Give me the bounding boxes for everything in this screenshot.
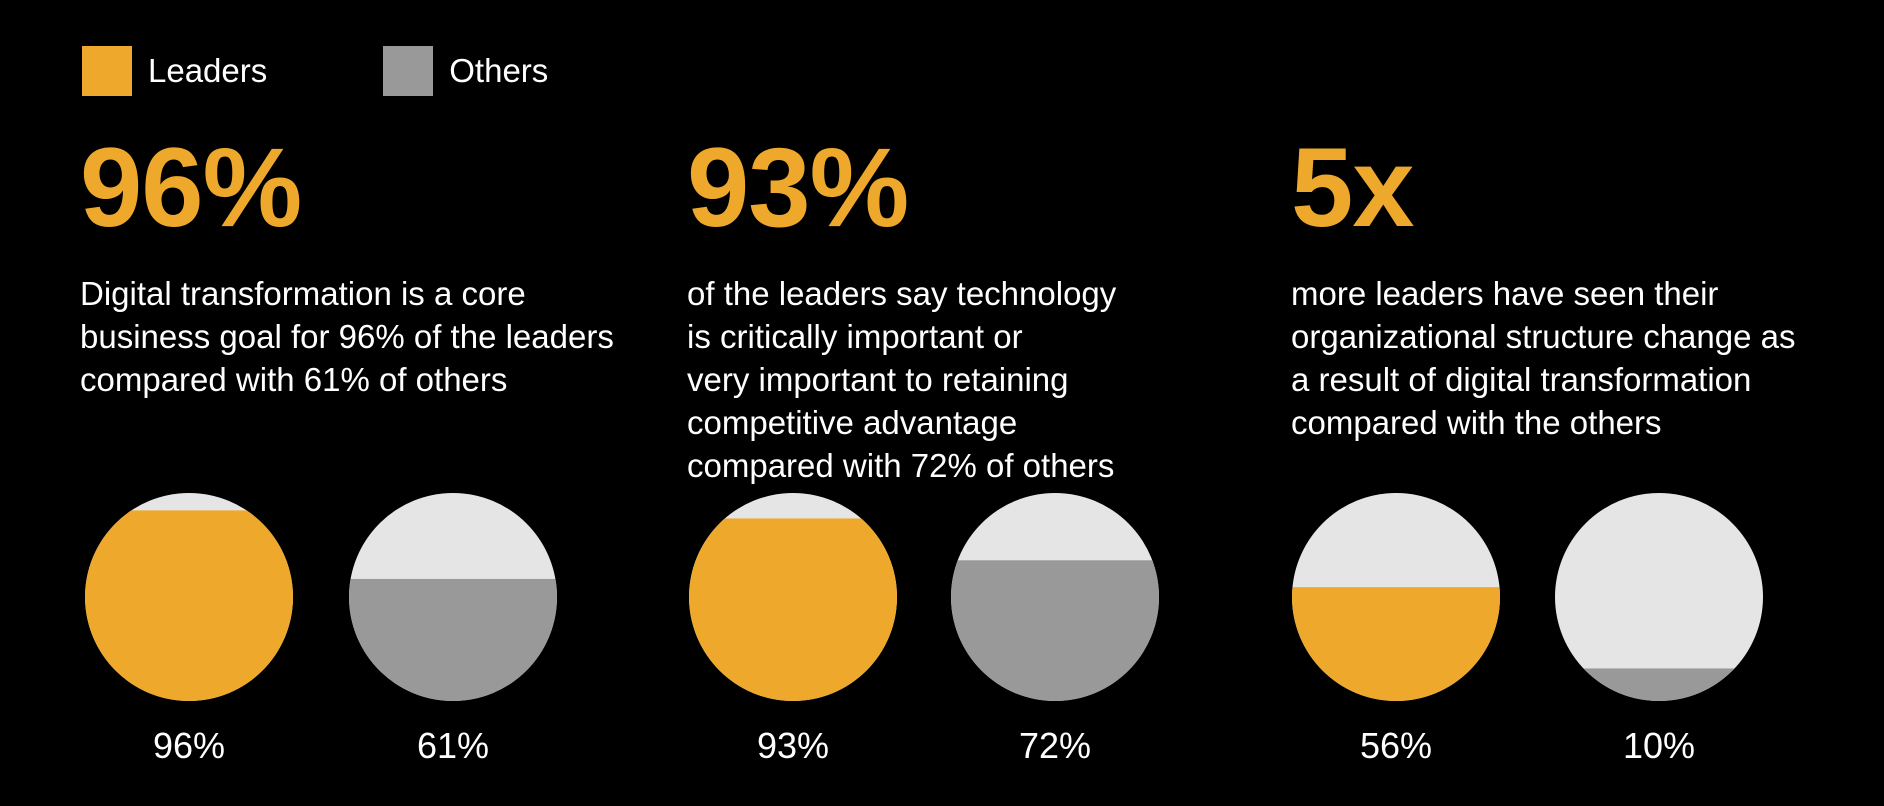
circle-value-label: 56% xyxy=(1359,725,1433,766)
stat-line: compared with the others xyxy=(1291,404,1662,441)
stat-line: more leaders have seen their xyxy=(1291,275,1719,312)
circle-fill-others xyxy=(349,578,557,701)
stat-line: business goal for 96% of the leaders xyxy=(80,318,614,355)
stat-line: compared with 72% of others xyxy=(687,447,1115,484)
circle-leaders-3 xyxy=(688,492,898,702)
circle-others-4 xyxy=(950,492,1160,702)
circle-others-6 xyxy=(1554,492,1764,702)
legend: Leaders Others xyxy=(82,46,664,96)
circle-others-2 xyxy=(348,492,558,702)
circle-leaders-5 xyxy=(1291,492,1501,702)
stat-line: of the leaders say technology xyxy=(687,275,1117,312)
legend-label-leaders: Leaders xyxy=(148,52,268,89)
stat-headline: 96% xyxy=(80,125,302,250)
circle-value-label: 93% xyxy=(756,725,830,766)
stat-line: Digital transformation is a core xyxy=(80,275,526,312)
stat-line: organizational structure change as xyxy=(1291,318,1796,355)
circle-fill-leaders xyxy=(689,518,897,701)
circle-fill-leaders xyxy=(1292,587,1500,701)
stat-headline: 5x xyxy=(1291,125,1415,250)
circle-fill-leaders xyxy=(85,510,293,701)
circle-empty-area xyxy=(1555,493,1763,701)
stat-description: of the leaders say technology is critica… xyxy=(687,272,1247,487)
circle-value-label: 96% xyxy=(152,725,226,766)
stat-headline: 93% xyxy=(687,125,909,250)
circle-fill-others xyxy=(951,560,1159,701)
legend-item-leaders: Leaders xyxy=(82,46,267,96)
stat-line: is critically important or xyxy=(687,318,1023,355)
stat-description: Digital transformation is a core busines… xyxy=(80,272,640,401)
legend-swatch-leaders xyxy=(82,46,132,96)
circle-value-label: 72% xyxy=(1018,725,1092,766)
stat-line: very important to retaining xyxy=(687,361,1069,398)
stat-line: compared with 61% of others xyxy=(80,361,508,398)
legend-label-others: Others xyxy=(449,52,549,89)
legend-item-others: Others xyxy=(383,46,548,96)
stat-block-3: 5x more leaders have seen their organiza… xyxy=(1291,132,1851,444)
circle-value-label: 61% xyxy=(416,725,490,766)
stat-description: more leaders have seen their organizatio… xyxy=(1291,272,1851,444)
circle-value-label: 10% xyxy=(1622,725,1696,766)
legend-swatch-others xyxy=(383,46,434,96)
circle-leaders-1 xyxy=(84,492,294,702)
stat-block-1: 96% Digital transformation is a core bus… xyxy=(80,132,640,401)
stat-line: a result of digital transformation xyxy=(1291,361,1752,398)
stat-line: competitive advantage xyxy=(687,404,1018,441)
stat-block-2: 93% of the leaders say technology is cri… xyxy=(687,132,1247,487)
circle-fill-others xyxy=(1555,668,1763,701)
